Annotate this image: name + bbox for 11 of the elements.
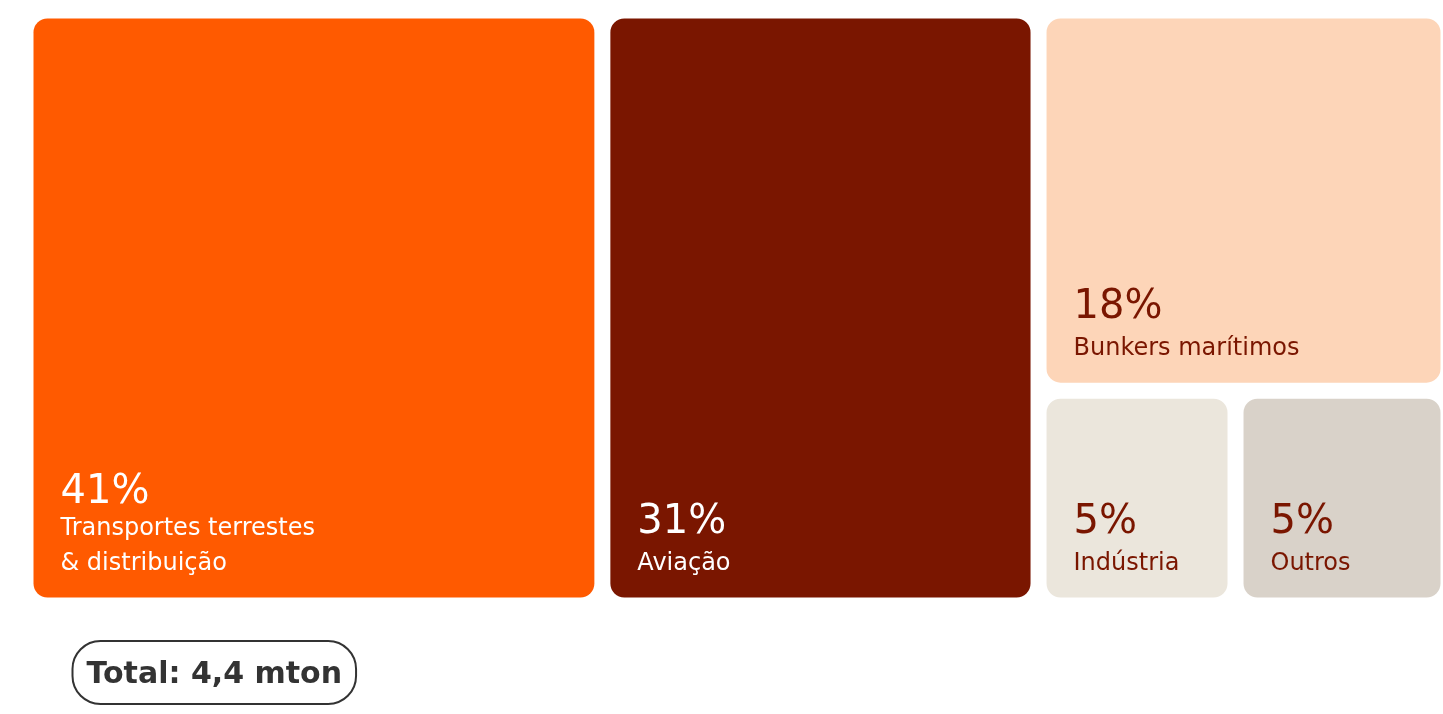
category-label: Indústria xyxy=(1073,547,1180,576)
data-label: 5% xyxy=(1073,495,1138,542)
category-label: Outros xyxy=(1270,547,1351,576)
category-label: Aviação xyxy=(637,547,731,576)
category-label: Bunkers marítimos xyxy=(1073,332,1300,361)
data-label: 31% xyxy=(637,495,727,542)
text: Total: 4,4 mton xyxy=(86,655,343,690)
data-label: 41% xyxy=(60,465,150,512)
data-label: 18% xyxy=(1073,280,1163,327)
data-label: 5% xyxy=(1270,495,1334,542)
category-label: Transportes terrestes & distribuição xyxy=(59,512,315,576)
